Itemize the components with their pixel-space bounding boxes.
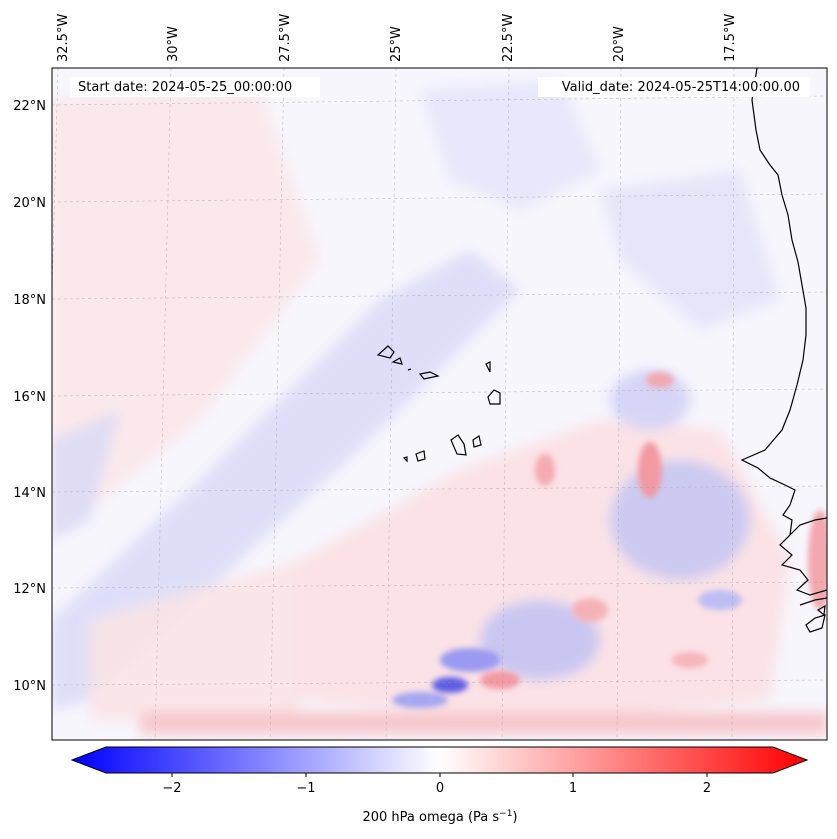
colorbar-tick-neg2: −2	[162, 781, 181, 796]
lon-label-20: 20°W	[612, 26, 627, 62]
colorbar-tick-0: 0	[436, 781, 444, 796]
lon-label-32-5: 32.5°W	[56, 14, 71, 62]
colorbar: −2 −1 0 1 2 200 hPa omega (Pa s−1)	[70, 746, 809, 825]
start-date-text: Start date: 2024-05-25_00:00:00	[78, 80, 292, 95]
lon-label-30: 30°W	[166, 26, 181, 62]
colorbar-tick-1: 1	[569, 781, 577, 796]
lat-label-14: 14°N	[13, 486, 46, 501]
lat-labels: 22°N 20°N 18°N 16°N 14°N 12°N 10°N	[13, 99, 46, 694]
lon-label-22-5: 22.5°W	[501, 14, 516, 62]
colorbar-title-end: )	[512, 810, 517, 825]
colorbar-title-sup: −1	[499, 809, 512, 819]
lat-label-22: 22°N	[13, 99, 46, 114]
colorbar-tick-neg1: −1	[296, 781, 315, 796]
lon-label-27-5: 27.5°W	[278, 14, 293, 62]
colorbar-title-main: 200 hPa omega (Pa s	[362, 810, 499, 825]
start-date-box	[70, 77, 320, 97]
lat-label-16: 16°N	[13, 390, 46, 405]
coastline	[376, 68, 827, 633]
lat-label-12: 12°N	[13, 582, 46, 597]
lon-labels: 32.5°W 30°W 27.5°W 25°W 22.5°W 20°W 17.5…	[56, 14, 738, 62]
omega-field	[52, 68, 827, 740]
colorbar-tick-2: 2	[703, 781, 711, 796]
valid-date-text: Valid_date: 2024-05-25T14:00:00.00	[562, 80, 800, 95]
lon-label-25: 25°W	[389, 26, 404, 62]
lon-label-17-5: 17.5°W	[723, 14, 738, 62]
graticule	[52, 68, 827, 740]
map-panel: Start date: 2024-05-25_00:00:00 Valid_da…	[13, 14, 828, 741]
lat-label-18: 18°N	[13, 293, 46, 308]
colorbar-ticks	[171, 773, 708, 777]
omega-field-cells	[392, 372, 827, 708]
map-frame	[51, 67, 828, 741]
omega-field-shading	[52, 80, 827, 734]
lat-label-20: 20°N	[13, 196, 46, 211]
colorbar-gradient	[70, 746, 809, 774]
lat-label-10: 10°N	[13, 679, 46, 694]
valid-date-box	[538, 77, 810, 97]
colorbar-title: 200 hPa omega (Pa s−1)	[362, 809, 517, 825]
